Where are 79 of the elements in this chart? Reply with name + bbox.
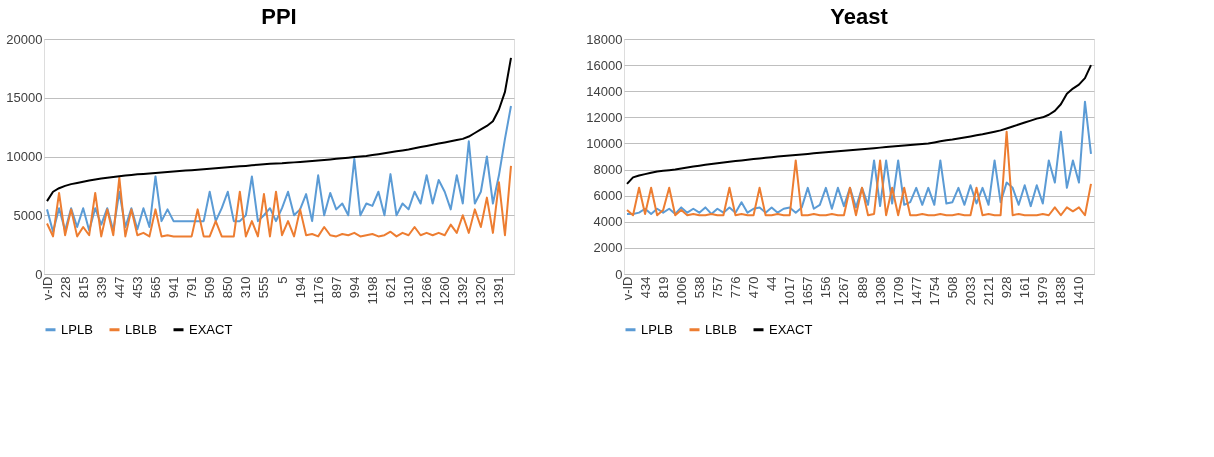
x-tick-label: 1657 [800,276,816,306]
x-tick-label: 941 [166,276,182,299]
x-tick-label: 1017 [782,276,798,306]
x-tick-label: 509 [202,276,218,299]
legend-label: LBLB [705,321,737,337]
y-tick-label: 10000 [6,149,43,164]
x-tick-label: 2121 [981,276,997,306]
legend-label: EXACT [769,321,813,337]
x-tick-label: 621 [382,276,398,299]
y-tick-label: 2000 [593,240,623,256]
chart-title: Yeast [830,4,889,29]
x-tick-label: 1198 [364,276,380,305]
y-tick-label: 0 [615,266,623,282]
line-series [46,104,512,233]
x-tick-label: 776 [727,276,743,299]
x-tick-label: 889 [854,276,870,299]
x-tick-label: 44 [764,276,780,291]
x-tick-label: 815 [75,276,91,299]
x-tick-label: 1391 [491,276,507,306]
y-tick-label: 0 [35,266,43,282]
y-tick-label: 18000 [586,31,623,47]
x-tick-label: 1267 [836,276,852,306]
y-tick-label: 20000 [6,31,43,47]
x-tick-label: 1320 [473,276,489,306]
x-tick-label: 1392 [455,276,471,306]
y-tick-label: 14000 [586,83,623,99]
x-tick-label: 819 [655,276,671,299]
x-tick-label: 339 [93,276,109,299]
x-tick-label: 1838 [1053,276,1069,306]
x-tick-label: 194 [292,276,308,299]
line-series [46,56,512,203]
line-series [626,100,1092,215]
x-tick-label: 508 [944,276,960,299]
x-tick-label: 1477 [908,276,924,306]
legend-label: EXACT [189,321,233,337]
x-tick-label: 447 [111,276,127,299]
x-tick-label: 453 [129,276,145,299]
x-tick-label: 565 [147,276,163,299]
x-tick-label: 538 [691,276,707,299]
legend-label: LPLB [61,321,93,337]
y-tick-label: 15000 [6,90,43,106]
x-tick-label: 1006 [673,276,689,306]
x-tick-label: 897 [328,276,344,299]
x-tick-label: 5 [274,276,290,284]
line-series [626,130,1092,217]
line-series [46,164,512,238]
y-tick-label: 12000 [586,109,623,125]
y-tick-label: 5000 [13,207,43,223]
y-tick-label: 4000 [593,214,623,230]
x-tick-label: 1979 [1035,276,1051,306]
x-tick-label: 1709 [890,276,906,306]
chart-title: PPI [261,4,297,29]
x-tick-label: 1260 [437,276,453,306]
x-tick-label: 161 [1017,276,1033,299]
x-tick-label: 1176 [310,276,326,305]
x-tick-label: 994 [346,276,362,299]
x-tick-label: 1310 [401,276,417,306]
x-tick-label: 1754 [926,276,942,306]
y-tick-label: 10000 [586,135,623,151]
x-tick-label: 228 [57,276,73,299]
y-tick-label: 8000 [593,162,623,178]
x-tick-label: 1308 [872,276,888,306]
x-tick-label: 1266 [419,276,435,306]
x-tick-label: 1410 [1071,276,1087,306]
legend-label: LPLB [641,321,673,337]
x-tick-label: 757 [709,276,725,299]
x-tick-label: 2033 [962,276,978,306]
x-tick-label: 470 [746,276,762,299]
y-tick-label: 6000 [593,188,623,204]
legend-label: LBLB [125,321,157,337]
x-tick-label: 928 [999,276,1015,299]
x-tick-label: 434 [637,276,653,299]
x-tick-label: 850 [220,276,236,299]
x-tick-label: 156 [818,276,834,299]
y-tick-label: 16000 [586,57,623,73]
line-series [626,64,1092,185]
x-tick-label: 310 [238,276,254,299]
x-tick-label: 791 [184,276,200,299]
x-tick-label: 555 [256,276,272,299]
